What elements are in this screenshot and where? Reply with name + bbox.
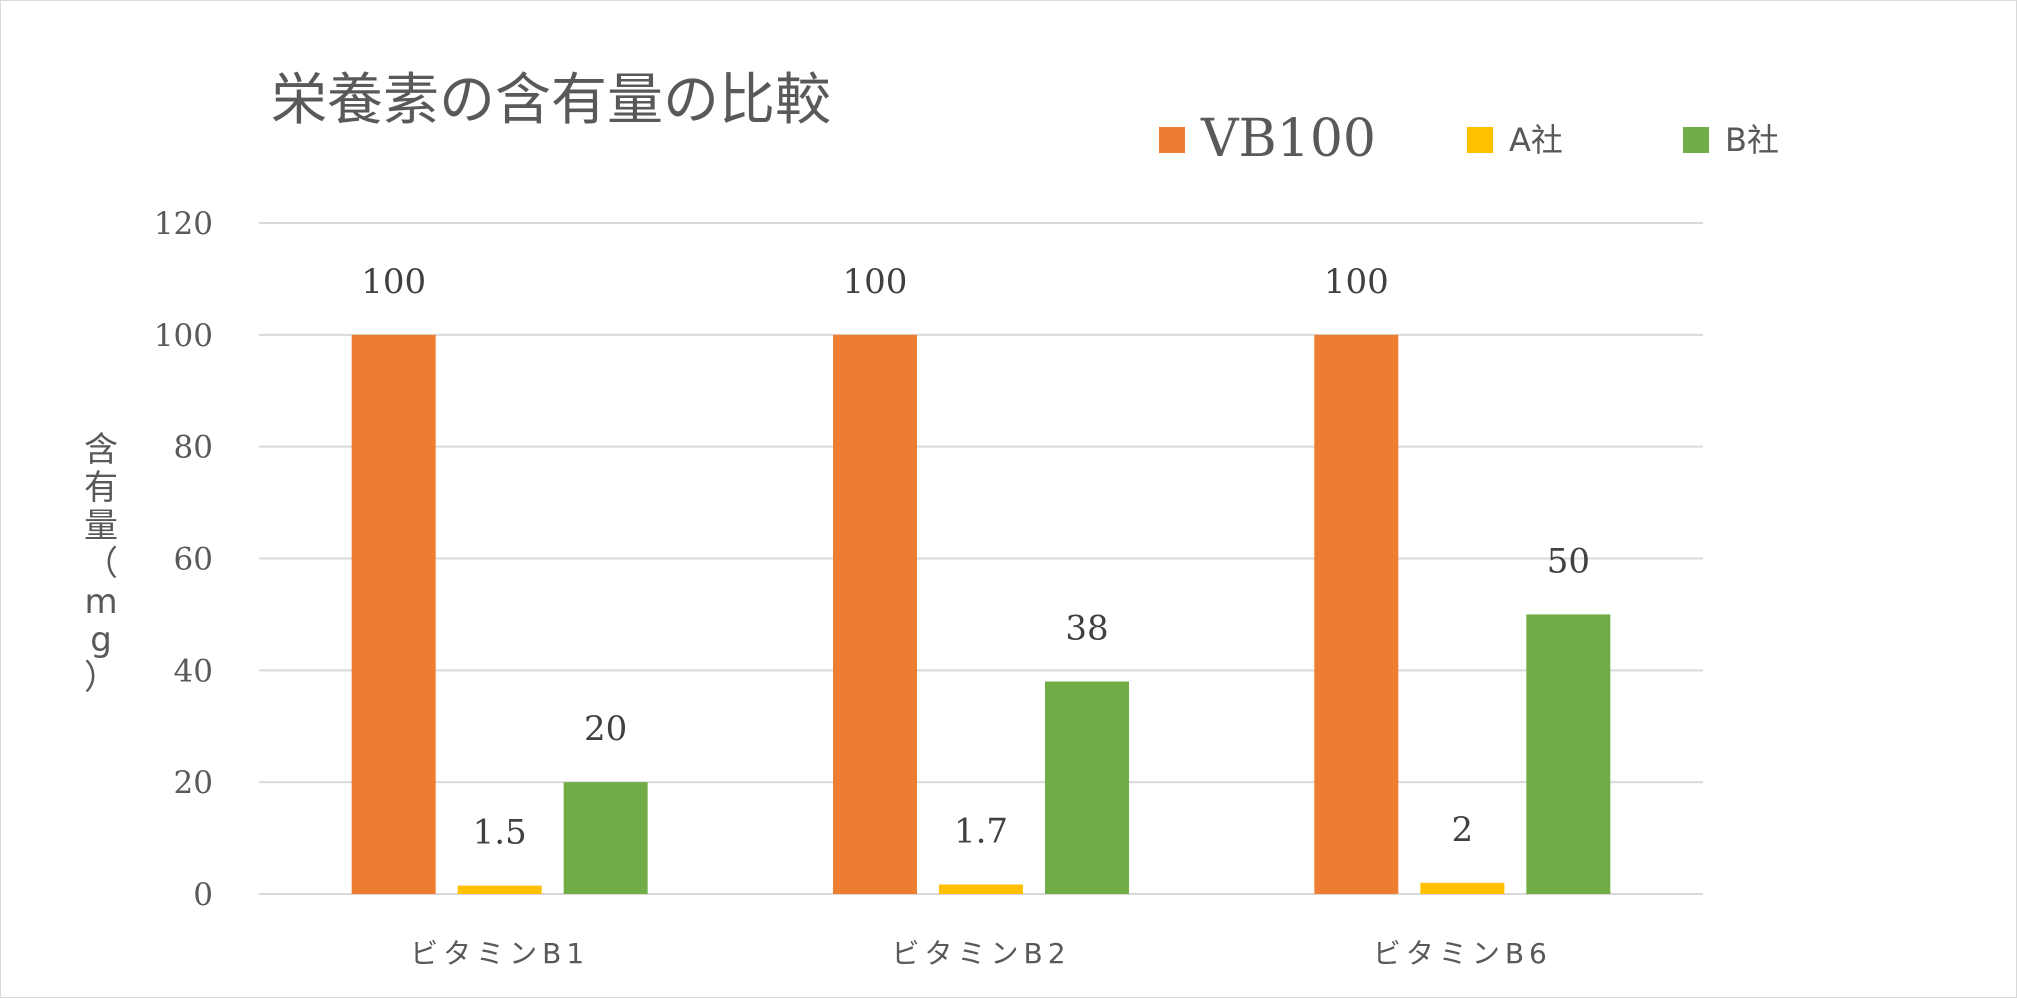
legend-label: A社 bbox=[1509, 121, 1563, 159]
bar bbox=[1314, 334, 1399, 894]
data-label: 20 bbox=[584, 709, 627, 749]
category-label: ビタミンB2 bbox=[891, 937, 1070, 970]
y-tick-label: 120 bbox=[154, 206, 213, 242]
data-label: 1.5 bbox=[473, 813, 527, 853]
data-labels: 100 1.5 20 100 1.7 38 100 2 50 bbox=[361, 262, 1590, 853]
bar bbox=[457, 885, 542, 894]
y-tick-label: 60 bbox=[174, 542, 213, 578]
data-label: 100 bbox=[1324, 262, 1389, 302]
chart-title: 栄養素の含有量の比較 bbox=[271, 68, 831, 133]
bar bbox=[939, 884, 1023, 894]
y-tick-label: 0 bbox=[193, 877, 213, 913]
bars bbox=[351, 334, 1611, 894]
gridlines bbox=[259, 222, 1703, 895]
bar bbox=[1045, 681, 1129, 894]
data-label: 1.7 bbox=[954, 811, 1008, 851]
legend-swatch bbox=[1467, 127, 1493, 153]
category-label: ビタミンB1 bbox=[410, 937, 589, 970]
data-label: 50 bbox=[1547, 541, 1590, 581]
bar bbox=[1526, 614, 1611, 894]
data-label: 2 bbox=[1452, 810, 1474, 850]
category-label: ビタミンB6 bbox=[1373, 937, 1552, 970]
y-tick-label: 20 bbox=[174, 765, 213, 801]
data-label: 38 bbox=[1065, 609, 1108, 649]
legend: VB100 A社 B社 bbox=[1159, 109, 1779, 169]
y-tick-label: 40 bbox=[174, 653, 213, 689]
legend-label: VB100 bbox=[1200, 109, 1376, 169]
legend-swatch bbox=[1159, 127, 1185, 153]
data-label: 100 bbox=[843, 262, 908, 302]
bar bbox=[833, 334, 917, 894]
y-tick-label: 100 bbox=[154, 318, 213, 354]
bar bbox=[563, 782, 648, 894]
bar bbox=[1420, 882, 1505, 894]
y-axis-ticks: 0 20 40 60 80 100 120 bbox=[154, 206, 213, 913]
bar bbox=[351, 334, 436, 894]
category-labels: ビタミンB1 ビタミンB2 ビタミンB6 bbox=[410, 937, 1552, 970]
legend-label: B社 bbox=[1725, 121, 1779, 159]
y-axis-label: 含有量（ m g） bbox=[84, 430, 118, 698]
y-tick-label: 80 bbox=[174, 430, 213, 466]
legend-swatch bbox=[1683, 127, 1709, 153]
data-label: 100 bbox=[361, 262, 426, 302]
